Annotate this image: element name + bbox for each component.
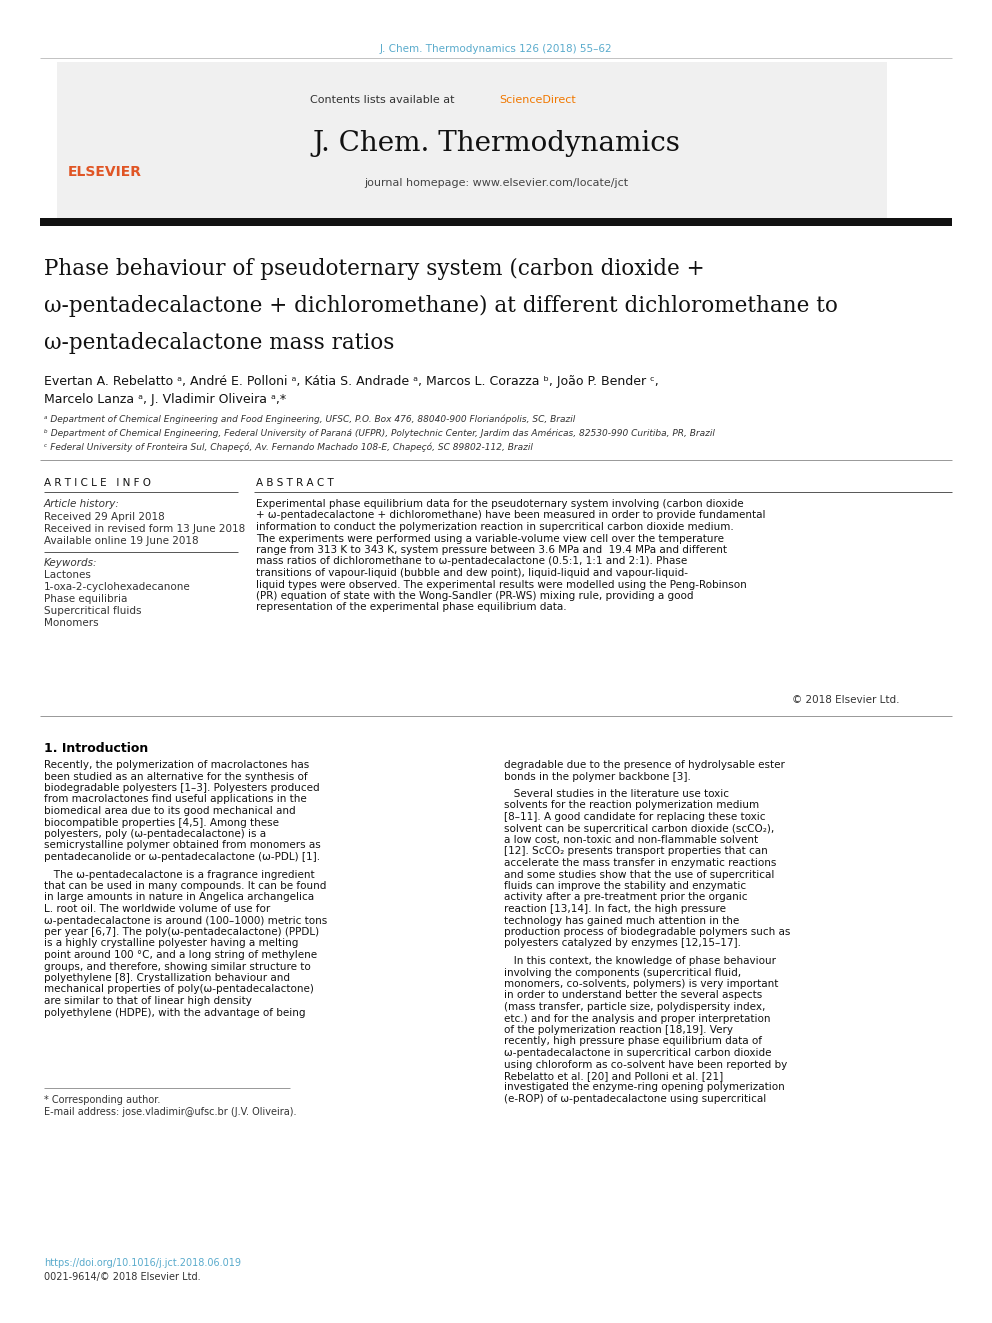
Text: (PR) equation of state with the Wong-Sandler (PR-WS) mixing rule, providing a go: (PR) equation of state with the Wong-San… bbox=[256, 591, 693, 601]
Text: is a highly crystalline polyester having a melting: is a highly crystalline polyester having… bbox=[44, 938, 299, 949]
Text: polyesters catalyzed by enzymes [12,15–17].: polyesters catalyzed by enzymes [12,15–1… bbox=[504, 938, 741, 949]
Text: polyesters, poly (ω-pentadecalactone) is a: polyesters, poly (ω-pentadecalactone) is… bbox=[44, 830, 266, 839]
Text: 1-oxa-2-cyclohexadecanone: 1-oxa-2-cyclohexadecanone bbox=[44, 582, 190, 591]
Text: etc.) and for the analysis and proper interpretation: etc.) and for the analysis and proper in… bbox=[504, 1013, 771, 1024]
Text: biocompatible properties [4,5]. Among these: biocompatible properties [4,5]. Among th… bbox=[44, 818, 279, 827]
Text: are similar to that of linear high density: are similar to that of linear high densi… bbox=[44, 996, 252, 1005]
Text: Several studies in the literature use toxic: Several studies in the literature use to… bbox=[504, 789, 729, 799]
Text: Supercritical fluids: Supercritical fluids bbox=[44, 606, 142, 617]
Text: ω-pentadecalactone mass ratios: ω-pentadecalactone mass ratios bbox=[44, 332, 395, 355]
Text: degradable due to the presence of hydrolysable ester: degradable due to the presence of hydrol… bbox=[504, 759, 785, 770]
Text: bonds in the polymer backbone [3].: bonds in the polymer backbone [3]. bbox=[504, 771, 690, 782]
Text: (mass transfer, particle size, polydispersity index,: (mass transfer, particle size, polydispe… bbox=[504, 1002, 766, 1012]
Text: monomers, co-solvents, polymers) is very important: monomers, co-solvents, polymers) is very… bbox=[504, 979, 779, 990]
Text: solvent can be supercritical carbon dioxide (scCO₂),: solvent can be supercritical carbon diox… bbox=[504, 823, 774, 833]
Text: recently, high pressure phase equilibrium data of: recently, high pressure phase equilibriu… bbox=[504, 1036, 762, 1046]
Text: range from 313 K to 343 K, system pressure between 3.6 MPa and  19.4 MPa and dif: range from 313 K to 343 K, system pressu… bbox=[256, 545, 727, 556]
Text: ScienceDirect: ScienceDirect bbox=[499, 95, 575, 105]
Text: using chloroform as co-solvent have been reported by: using chloroform as co-solvent have been… bbox=[504, 1060, 788, 1069]
Text: in order to understand better the several aspects: in order to understand better the severa… bbox=[504, 991, 762, 1000]
Text: biodegradable polyesters [1–3]. Polyesters produced: biodegradable polyesters [1–3]. Polyeste… bbox=[44, 783, 319, 792]
Text: mass ratios of dichloromethane to ω-pentadecalactone (0.5:1, 1:1 and 2:1). Phase: mass ratios of dichloromethane to ω-pent… bbox=[256, 557, 687, 566]
Text: mechanical properties of poly(ω-pentadecalactone): mechanical properties of poly(ω-pentadec… bbox=[44, 984, 313, 995]
Text: activity after a pre-treatment prior the organic: activity after a pre-treatment prior the… bbox=[504, 893, 748, 902]
Text: E-mail address: jose.vladimir@ufsc.br (J.V. Oliveira).: E-mail address: jose.vladimir@ufsc.br (J… bbox=[44, 1107, 297, 1117]
Text: Marcelo Lanza ᵃ, J. Vladimir Oliveira ᵃ,*: Marcelo Lanza ᵃ, J. Vladimir Oliveira ᵃ,… bbox=[44, 393, 286, 406]
Text: Contents lists available at: Contents lists available at bbox=[310, 95, 458, 105]
Text: Phase behaviour of pseudoternary system (carbon dioxide +: Phase behaviour of pseudoternary system … bbox=[44, 258, 704, 280]
Text: technology has gained much attention in the: technology has gained much attention in … bbox=[504, 916, 739, 926]
Text: polyethylene (HDPE), with the advantage of being: polyethylene (HDPE), with the advantage … bbox=[44, 1008, 306, 1017]
Text: L. root oil. The worldwide volume of use for: L. root oil. The worldwide volume of use… bbox=[44, 904, 270, 914]
Text: per year [6,7]. The poly(ω-pentadecalactone) (PPDL): per year [6,7]. The poly(ω-pentadecalact… bbox=[44, 927, 319, 937]
Text: The ω-pentadecalactone is a fragrance ingredient: The ω-pentadecalactone is a fragrance in… bbox=[44, 869, 314, 880]
Text: accelerate the mass transfer in enzymatic reactions: accelerate the mass transfer in enzymati… bbox=[504, 859, 777, 868]
Text: J. Chem. Thermodynamics: J. Chem. Thermodynamics bbox=[312, 130, 680, 157]
Text: groups, and therefore, showing similar structure to: groups, and therefore, showing similar s… bbox=[44, 962, 310, 971]
Text: journal homepage: www.elsevier.com/locate/jct: journal homepage: www.elsevier.com/locat… bbox=[364, 179, 628, 188]
Text: polyethylene [8]. Crystallization behaviour and: polyethylene [8]. Crystallization behavi… bbox=[44, 972, 290, 983]
Text: representation of the experimental phase equilibrium data.: representation of the experimental phase… bbox=[256, 602, 566, 613]
Text: biomedical area due to its good mechanical and: biomedical area due to its good mechanic… bbox=[44, 806, 296, 816]
Text: involving the components (supercritical fluid,: involving the components (supercritical … bbox=[504, 967, 741, 978]
Text: in large amounts in nature in Angelica archangelica: in large amounts in nature in Angelica a… bbox=[44, 893, 314, 902]
Text: Keywords:: Keywords: bbox=[44, 558, 97, 568]
Text: ELSEVIER: ELSEVIER bbox=[68, 165, 142, 179]
Text: solvents for the reaction polymerization medium: solvents for the reaction polymerization… bbox=[504, 800, 759, 811]
Text: J. Chem. Thermodynamics 126 (2018) 55–62: J. Chem. Thermodynamics 126 (2018) 55–62 bbox=[380, 44, 612, 54]
Text: Experimental phase equilibrium data for the pseudoternary system involving (carb: Experimental phase equilibrium data for … bbox=[256, 499, 744, 509]
Text: ω-pentadecalactone + dichloromethane) at different dichloromethane to: ω-pentadecalactone + dichloromethane) at… bbox=[44, 295, 838, 318]
Text: ω-pentadecalactone is around (100–1000) metric tons: ω-pentadecalactone is around (100–1000) … bbox=[44, 916, 327, 926]
Bar bbox=[57, 62, 887, 220]
Text: (e-ROP) of ω-pentadecalactone using supercritical: (e-ROP) of ω-pentadecalactone using supe… bbox=[504, 1094, 766, 1103]
Text: A R T I C L E   I N F O: A R T I C L E I N F O bbox=[44, 478, 151, 488]
Text: © 2018 Elsevier Ltd.: © 2018 Elsevier Ltd. bbox=[793, 695, 900, 705]
Text: and some studies show that the use of supercritical: and some studies show that the use of su… bbox=[504, 869, 775, 880]
Text: from macrolactones find useful applications in the: from macrolactones find useful applicati… bbox=[44, 795, 307, 804]
Text: In this context, the knowledge of phase behaviour: In this context, the knowledge of phase … bbox=[504, 957, 776, 966]
Text: 0021-9614/© 2018 Elsevier Ltd.: 0021-9614/© 2018 Elsevier Ltd. bbox=[44, 1271, 200, 1282]
Text: Recently, the polymerization of macrolactones has: Recently, the polymerization of macrolac… bbox=[44, 759, 310, 770]
Text: Lactones: Lactones bbox=[44, 570, 91, 579]
Text: reaction [13,14]. In fact, the high pressure: reaction [13,14]. In fact, the high pres… bbox=[504, 904, 726, 914]
Text: ᶜ Federal University of Fronteira Sul, Chapeçó, Av. Fernando Machado 108-E, Chap: ᶜ Federal University of Fronteira Sul, C… bbox=[44, 443, 533, 452]
Text: Rebelatto et al. [20] and Polloni et al. [21]: Rebelatto et al. [20] and Polloni et al.… bbox=[504, 1072, 723, 1081]
Text: The experiments were performed using a variable-volume view cell over the temper: The experiments were performed using a v… bbox=[256, 533, 724, 544]
Text: https://doi.org/10.1016/j.jct.2018.06.019: https://doi.org/10.1016/j.jct.2018.06.01… bbox=[44, 1258, 241, 1267]
Text: production process of biodegradable polymers such as: production process of biodegradable poly… bbox=[504, 927, 791, 937]
Text: that can be used in many compounds. It can be found: that can be used in many compounds. It c… bbox=[44, 881, 326, 890]
Text: ᵇ Department of Chemical Engineering, Federal University of Paraná (UFPR), Polyt: ᵇ Department of Chemical Engineering, Fe… bbox=[44, 429, 715, 438]
Text: transitions of vapour-liquid (bubble and dew point), liquid-liquid and vapour-li: transitions of vapour-liquid (bubble and… bbox=[256, 568, 688, 578]
Text: Monomers: Monomers bbox=[44, 618, 98, 628]
Text: Received 29 April 2018: Received 29 April 2018 bbox=[44, 512, 165, 523]
Text: Evertan A. Rebelatto ᵃ, André E. Polloni ᵃ, Kátia S. Andrade ᵃ, Marcos L. Corazz: Evertan A. Rebelatto ᵃ, André E. Polloni… bbox=[44, 374, 659, 388]
Text: point around 100 °C, and a long string of methylene: point around 100 °C, and a long string o… bbox=[44, 950, 317, 960]
Text: 1. Introduction: 1. Introduction bbox=[44, 742, 148, 755]
Text: Phase equilibria: Phase equilibria bbox=[44, 594, 127, 605]
Text: been studied as an alternative for the synthesis of: been studied as an alternative for the s… bbox=[44, 771, 308, 782]
Text: a low cost, non-toxic and non-flammable solvent: a low cost, non-toxic and non-flammable … bbox=[504, 835, 758, 845]
Text: ω-pentadecalactone in supercritical carbon dioxide: ω-pentadecalactone in supercritical carb… bbox=[504, 1048, 772, 1058]
Text: Available online 19 June 2018: Available online 19 June 2018 bbox=[44, 536, 198, 546]
Text: fluids can improve the stability and enzymatic: fluids can improve the stability and enz… bbox=[504, 881, 746, 890]
Text: [12]. ScCO₂ presents transport properties that can: [12]. ScCO₂ presents transport propertie… bbox=[504, 847, 768, 856]
Text: [8–11]. A good candidate for replacing these toxic: [8–11]. A good candidate for replacing t… bbox=[504, 812, 766, 822]
Text: Received in revised form 13 June 2018: Received in revised form 13 June 2018 bbox=[44, 524, 245, 534]
Text: Article history:: Article history: bbox=[44, 499, 120, 509]
Text: + ω-pentadecalactone + dichloromethane) have been measured in order to provide f: + ω-pentadecalactone + dichloromethane) … bbox=[256, 511, 766, 520]
Text: A B S T R A C T: A B S T R A C T bbox=[256, 478, 333, 488]
Text: semicrystalline polymer obtained from monomers as: semicrystalline polymer obtained from mo… bbox=[44, 840, 320, 851]
Text: information to conduct the polymerization reaction in supercritical carbon dioxi: information to conduct the polymerizatio… bbox=[256, 523, 734, 532]
Text: pentadecanolide or ω-pentadecalactone (ω-PDL) [1].: pentadecanolide or ω-pentadecalactone (ω… bbox=[44, 852, 320, 863]
Text: liquid types were observed. The experimental results were modelled using the Pen: liquid types were observed. The experime… bbox=[256, 579, 747, 590]
Text: investigated the enzyme-ring opening polymerization: investigated the enzyme-ring opening pol… bbox=[504, 1082, 785, 1093]
Text: ᵃ Department of Chemical Engineering and Food Engineering, UFSC, P.O. Box 476, 8: ᵃ Department of Chemical Engineering and… bbox=[44, 415, 575, 425]
Bar bbox=[40, 218, 952, 226]
Text: of the polymerization reaction [18,19]. Very: of the polymerization reaction [18,19]. … bbox=[504, 1025, 733, 1035]
Text: * Corresponding author.: * Corresponding author. bbox=[44, 1095, 161, 1105]
